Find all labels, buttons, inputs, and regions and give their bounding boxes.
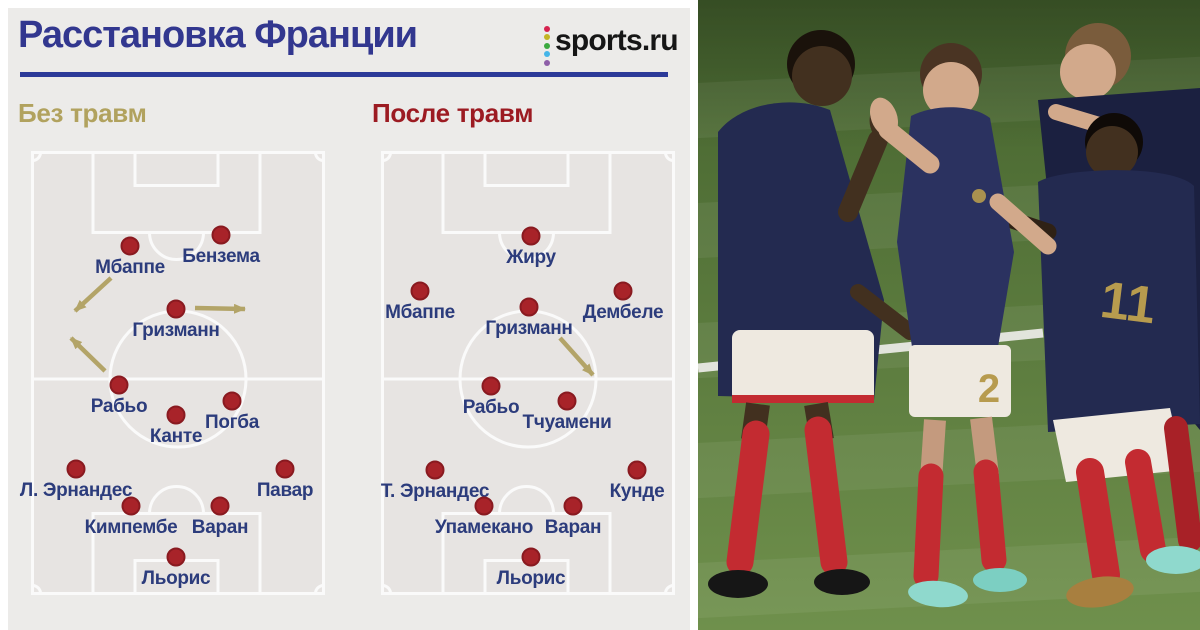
player-label: Мбаппе <box>385 302 455 323</box>
player-label: Бензема <box>182 246 260 267</box>
player-dot[interactable] <box>166 547 186 567</box>
subtitle-after-injuries: После травм <box>372 98 534 128</box>
player-dot[interactable] <box>410 281 430 301</box>
player-label: Канте <box>150 426 202 447</box>
corner-arc <box>32 584 42 594</box>
photo-player-eleven: 11 <box>949 113 1200 608</box>
player-dot[interactable] <box>120 236 140 256</box>
player-dot[interactable] <box>222 391 242 411</box>
penalty-arc-top <box>148 232 205 261</box>
logo-dots-icon <box>544 26 552 66</box>
corner-arc <box>382 584 392 594</box>
logo-dot <box>544 42 550 49</box>
penalty-arc-bottom <box>498 485 555 514</box>
player-label: Гризманн <box>132 320 219 341</box>
player-label: Павар <box>257 480 313 501</box>
photo-player-partial <box>1146 416 1200 574</box>
player-dot[interactable] <box>563 496 583 516</box>
player-dot[interactable] <box>109 375 129 395</box>
player-dot[interactable] <box>521 226 541 246</box>
corner-arc <box>314 584 324 594</box>
celebration-photo: 11 <box>698 0 1200 630</box>
player-label: Погба <box>205 412 260 433</box>
logo-dot <box>544 34 550 41</box>
player-label: Т. Эрнандес <box>381 481 490 502</box>
player-dot[interactable] <box>627 460 647 480</box>
player-dot[interactable] <box>613 281 633 301</box>
pitch-ground <box>31 151 325 595</box>
player-dot[interactable] <box>166 405 186 425</box>
player-label: Гризманн <box>485 318 572 339</box>
player-dot[interactable] <box>66 459 86 479</box>
player-dot[interactable] <box>166 299 186 319</box>
corner-arc <box>382 152 392 162</box>
player-label: Л. Эрнандес <box>20 480 133 501</box>
corner-arc <box>32 152 42 162</box>
player-label: Кимпембе <box>85 517 178 538</box>
player-label: Дембеле <box>583 302 663 323</box>
photo-player-left <box>708 30 918 598</box>
sports-ru-logo[interactable]: sports.ru <box>544 24 684 66</box>
logo-text: sports.ru <box>555 24 679 57</box>
pitch-ground <box>381 151 675 595</box>
player-label: Рабьо <box>463 397 520 418</box>
logo-dot <box>544 51 550 58</box>
corner-arc <box>314 152 324 162</box>
player-label: Льорис <box>497 568 566 589</box>
subtitle-no-injuries: Без травм <box>18 98 147 128</box>
jersey-number-back: 11 <box>1097 271 1159 335</box>
goal-area-top <box>483 151 570 187</box>
jersey-number-shorts: 2 <box>978 367 1000 411</box>
logo-dot <box>544 59 550 66</box>
movement-arrow <box>194 303 246 314</box>
player-label: Рабьо <box>91 396 148 417</box>
player-dot[interactable] <box>211 225 231 245</box>
player-label: Жиру <box>505 247 556 268</box>
page-title: Расстановка Франции <box>18 14 418 56</box>
player-dot[interactable] <box>481 376 501 396</box>
movement-arrow <box>73 276 113 313</box>
player-dot[interactable] <box>519 297 539 317</box>
goal-area-top <box>133 151 220 187</box>
player-label: Кунде <box>610 481 665 502</box>
corner-arc <box>664 152 674 162</box>
infographic-panel: Расстановка Франции sports.ru Без травм … <box>8 8 690 630</box>
logo-dot <box>544 26 550 32</box>
header-underline <box>20 72 668 77</box>
player-label: Льорис <box>142 568 211 589</box>
player-label: Тчуамени <box>523 412 612 433</box>
player-label: Упамекано <box>435 517 533 538</box>
player-label: Варан <box>192 517 248 538</box>
penalty-arc-bottom <box>148 485 205 514</box>
player-dot[interactable] <box>425 460 445 480</box>
player-dot[interactable] <box>521 547 541 567</box>
corner-arc <box>664 584 674 594</box>
player-label: Мбаппе <box>95 257 165 278</box>
penalty-arc-top <box>498 232 555 261</box>
player-dot[interactable] <box>474 496 494 516</box>
player-dot[interactable] <box>557 391 577 411</box>
photo-player-center: 2 <box>869 43 1057 608</box>
player-dot[interactable] <box>275 459 295 479</box>
movement-arrow <box>69 336 107 373</box>
player-label: Варан <box>545 517 601 538</box>
player-dot[interactable] <box>210 496 230 516</box>
movement-arrow <box>558 336 595 377</box>
player-dot[interactable] <box>121 496 141 516</box>
